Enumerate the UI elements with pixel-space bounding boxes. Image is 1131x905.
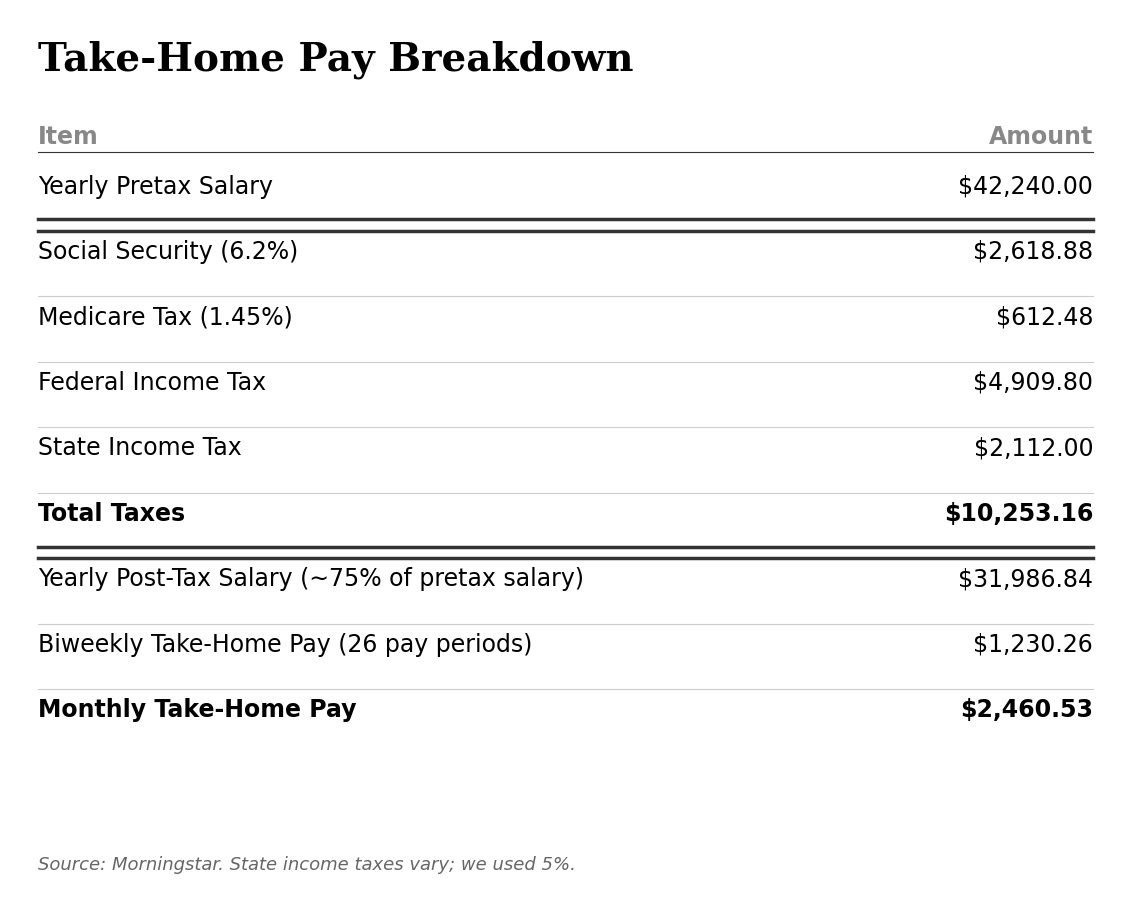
Text: Take-Home Pay Breakdown: Take-Home Pay Breakdown (37, 40, 633, 79)
Text: Total Taxes: Total Taxes (37, 501, 185, 526)
Text: State Income Tax: State Income Tax (37, 436, 242, 461)
Text: Medicare Tax (1.45%): Medicare Tax (1.45%) (37, 306, 293, 329)
Text: $2,112.00: $2,112.00 (974, 436, 1094, 461)
Text: $31,986.84: $31,986.84 (958, 567, 1094, 591)
Text: $4,909.80: $4,909.80 (973, 371, 1094, 395)
Text: Social Security (6.2%): Social Security (6.2%) (37, 240, 299, 264)
Text: Item: Item (37, 125, 98, 149)
Text: $42,240.00: $42,240.00 (958, 175, 1094, 198)
Text: $612.48: $612.48 (995, 306, 1094, 329)
Text: $2,618.88: $2,618.88 (973, 240, 1094, 264)
Text: $1,230.26: $1,230.26 (974, 633, 1094, 657)
Text: Amount: Amount (988, 125, 1094, 149)
Text: Biweekly Take-Home Pay (26 pay periods): Biweekly Take-Home Pay (26 pay periods) (37, 633, 533, 657)
Text: Source: Morningstar. State income taxes vary; we used 5%.: Source: Morningstar. State income taxes … (37, 856, 576, 874)
Text: $2,460.53: $2,460.53 (960, 698, 1094, 722)
Text: $10,253.16: $10,253.16 (943, 501, 1094, 526)
Text: Federal Income Tax: Federal Income Tax (37, 371, 266, 395)
Text: Yearly Post-Tax Salary (∼75% of pretax salary): Yearly Post-Tax Salary (∼75% of pretax s… (37, 567, 584, 591)
Text: Yearly Pretax Salary: Yearly Pretax Salary (37, 175, 273, 198)
Text: Monthly Take-Home Pay: Monthly Take-Home Pay (37, 698, 356, 722)
